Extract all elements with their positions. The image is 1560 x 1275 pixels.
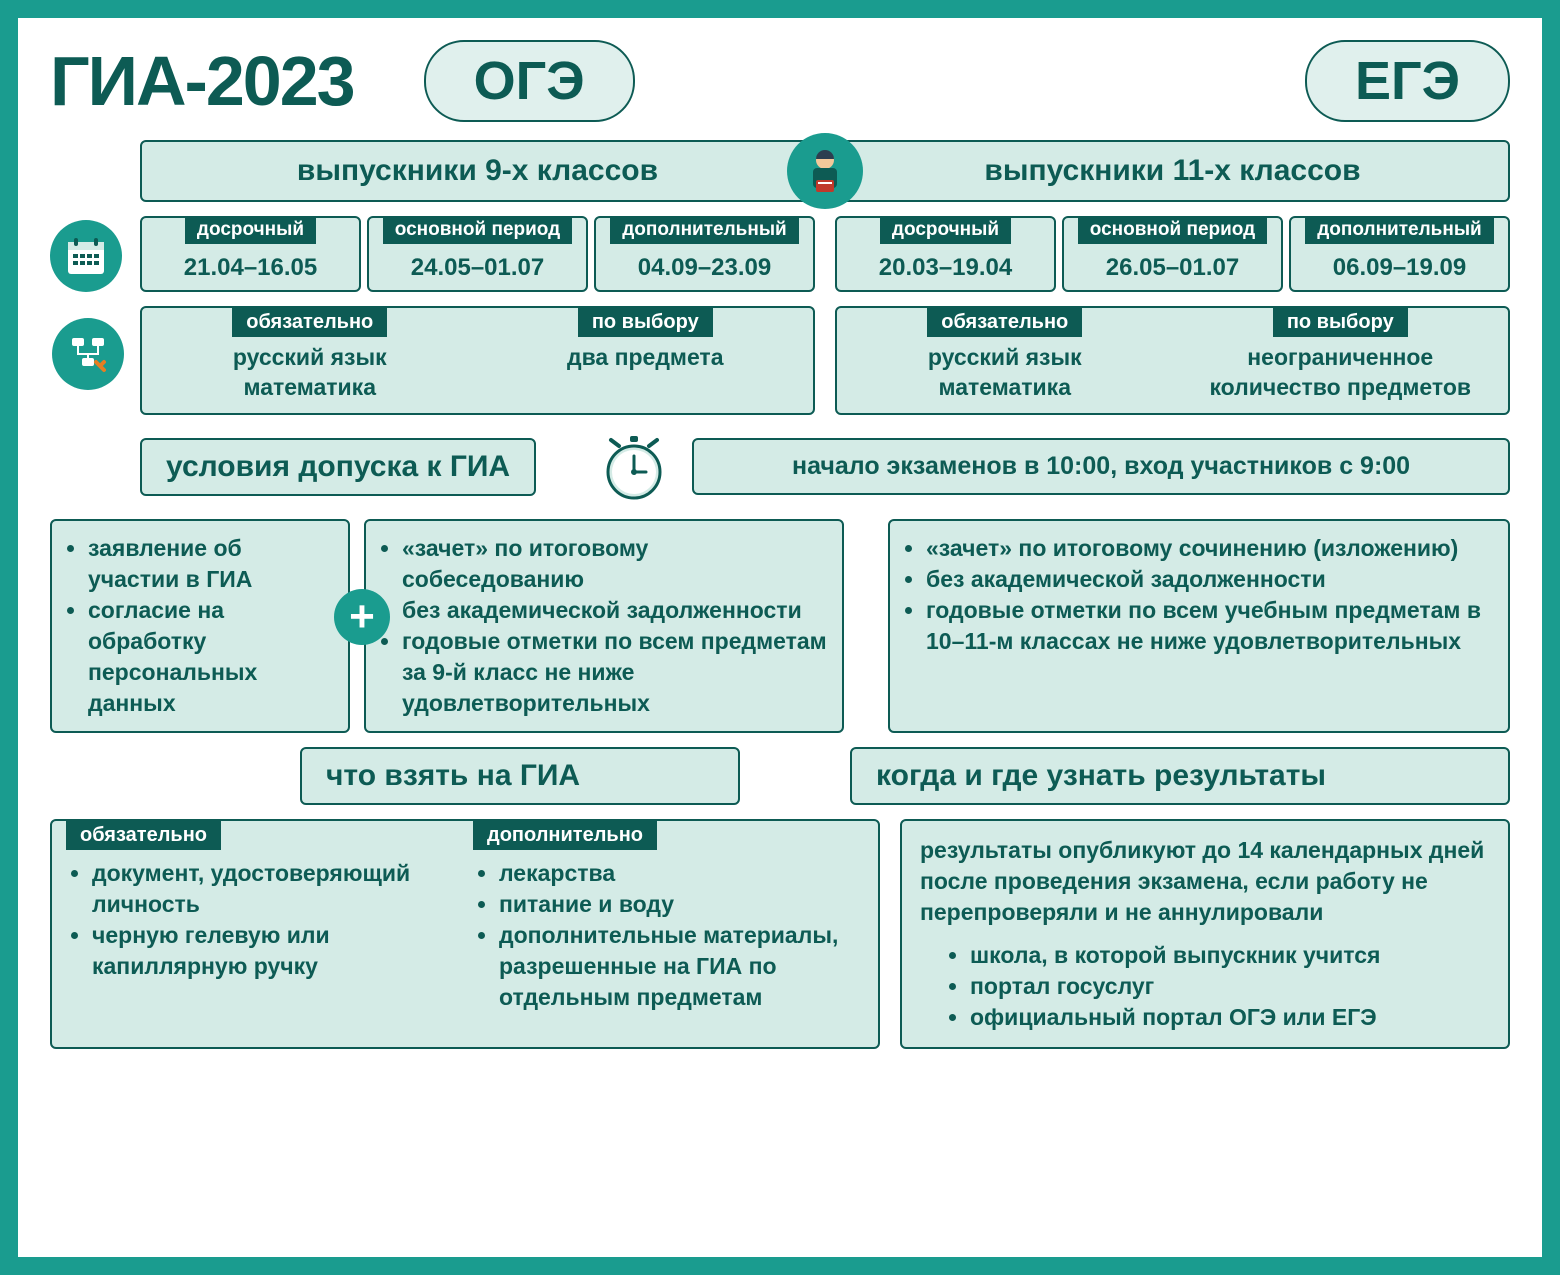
subject-text: неограниченное количество предметов [1183, 343, 1499, 403]
period-date: 24.05–01.07 [373, 254, 582, 282]
conditions-common: заявление об участии в ГИАсогласие на об… [50, 519, 350, 733]
subject-label: обязательно [927, 308, 1082, 337]
period-date: 26.05–01.07 [1068, 254, 1277, 282]
mid-row: условия допуска к ГИА начало экзаменов в… [50, 429, 1510, 505]
list-item: без академической задолженности [402, 595, 828, 626]
period-ege-early: досрочный 20.03–19.04 [835, 216, 1056, 292]
plus-icon: + [334, 589, 390, 645]
conditions-common-list: заявление об участии в ГИАсогласие на об… [60, 533, 334, 719]
flow-icon [52, 318, 124, 390]
list-item: «зачет» по итоговому собеседованию [402, 533, 828, 595]
subject-label: по выбору [578, 308, 713, 337]
calendar-icon [50, 220, 122, 292]
bring-required: обязательно документ, удостоверяющий лич… [66, 821, 457, 1033]
period-oge-early: досрочный 21.04–16.05 [140, 216, 361, 292]
period-date: 04.09–23.09 [600, 254, 809, 282]
results-header: когда и где узнать результаты [850, 747, 1510, 805]
list-item: годовые отметки по всем учебным предмета… [926, 595, 1494, 657]
periods-row: досрочный 21.04–16.05 основной период 24… [50, 216, 1510, 292]
periods-ege: досрочный 20.03–19.04 основной период 26… [835, 216, 1510, 292]
subject-label: обязательно [232, 308, 387, 337]
infographic-container: ГИА-2023 ОГЭ ЕГЭ выпускники 9-х классов … [18, 18, 1542, 1257]
list-item: школа, в которой выпускник учится [970, 940, 1490, 971]
subject-text: два предмета [488, 343, 804, 373]
results-text: результаты опубликуют до 14 календарных … [920, 835, 1490, 928]
graduates-oge: выпускники 9-х классов [140, 140, 815, 202]
main-title: ГИА-2023 [50, 41, 354, 121]
subjects-ege: обязательно русский язык математика по в… [835, 306, 1510, 415]
graduates-ege: выпускники 11-х классов [835, 140, 1510, 202]
period-label: дополнительный [610, 216, 799, 244]
results-sources: школа, в которой выпускник учитсяпортал … [920, 940, 1490, 1033]
subject-optional: по выбору неограниченное количество пред… [1183, 308, 1499, 403]
list-item: заявление об участии в ГИА [88, 533, 334, 595]
conditions-oge-list: «зачет» по итоговому собеседованиюбез ак… [374, 533, 828, 719]
list-item: черную гелевую или капиллярную ручку [92, 920, 457, 982]
ege-pill: ЕГЭ [1305, 40, 1510, 122]
conditions-oge: «зачет» по итоговому собеседованиюбез ак… [364, 519, 844, 733]
subject-optional: по выбору два предмета [488, 308, 804, 403]
period-label: досрочный [185, 216, 316, 244]
graduates-row: выпускники 9-х классов выпускники 11-х к… [140, 140, 1510, 202]
period-date: 21.04–16.05 [146, 254, 355, 282]
subject-required: обязательно русский язык математика [152, 308, 468, 403]
period-label: досрочный [880, 216, 1011, 244]
bring-optional: дополнительно лекарствапитание и водудоп… [473, 821, 864, 1033]
list-item: годовые отметки по всем предметам за 9-й… [402, 626, 828, 719]
student-icon [787, 133, 863, 209]
period-ege-extra: дополнительный 06.09–19.09 [1289, 216, 1510, 292]
conditions-ege: «зачет» по итоговому сочинению (изложени… [888, 519, 1510, 733]
bring-required-label: обязательно [66, 821, 221, 850]
time-info: начало экзаменов в 10:00, вход участнико… [692, 438, 1510, 495]
subject-text: русский язык математика [152, 343, 468, 403]
period-label: дополнительный [1305, 216, 1494, 244]
list-item: согласие на обработку персональных данны… [88, 595, 334, 719]
period-label: основной период [1078, 216, 1267, 244]
bring-optional-list: лекарствапитание и водудополнительные ма… [473, 858, 864, 1013]
oge-pill: ОГЭ [424, 40, 635, 122]
list-item: документ, удостоверяющий личность [92, 858, 457, 920]
conditions-header: условия допуска к ГИА [140, 438, 536, 496]
period-date: 20.03–19.04 [841, 254, 1050, 282]
results-box: результаты опубликуют до 14 календарных … [900, 819, 1510, 1049]
conditions-ege-list: «зачет» по итоговому сочинению (изложени… [898, 533, 1494, 657]
bring-required-list: документ, удостоверяющий личностьчерную … [66, 858, 457, 982]
list-item: портал госуслуг [970, 971, 1490, 1002]
subjects-row: обязательно русский язык математика по в… [50, 306, 1510, 415]
bring-box: обязательно документ, удостоверяющий лич… [50, 819, 880, 1049]
list-item: «зачет» по итоговому сочинению (изложени… [926, 533, 1494, 564]
header-row: ГИА-2023 ОГЭ ЕГЭ [50, 40, 1510, 122]
bottom-row: обязательно документ, удостоверяющий лич… [50, 819, 1510, 1049]
period-label: основной период [383, 216, 572, 244]
period-oge-extra: дополнительный 04.09–23.09 [594, 216, 815, 292]
headers-row: что взять на ГИА когда и где узнать резу… [50, 747, 1510, 805]
list-item: питание и воду [499, 889, 864, 920]
subject-required: обязательно русский язык математика [847, 308, 1163, 403]
list-item: дополнительные материалы, разрешенные на… [499, 920, 864, 1013]
bring-optional-label: дополнительно [473, 821, 657, 850]
period-oge-main: основной период 24.05–01.07 [367, 216, 588, 292]
conditions-row: заявление об участии в ГИАсогласие на об… [50, 519, 1510, 733]
period-date: 06.09–19.09 [1295, 254, 1504, 282]
list-item: лекарства [499, 858, 864, 889]
list-item: официальный портал ОГЭ или ЕГЭ [970, 1002, 1490, 1033]
bring-header: что взять на ГИА [300, 747, 740, 805]
list-item: без академической задолженности [926, 564, 1494, 595]
subject-text: русский язык математика [847, 343, 1163, 403]
clock-icon [596, 429, 672, 505]
subjects-oge: обязательно русский язык математика по в… [140, 306, 815, 415]
period-ege-main: основной период 26.05–01.07 [1062, 216, 1283, 292]
periods-oge: досрочный 21.04–16.05 основной период 24… [140, 216, 815, 292]
subject-label: по выбору [1273, 308, 1408, 337]
